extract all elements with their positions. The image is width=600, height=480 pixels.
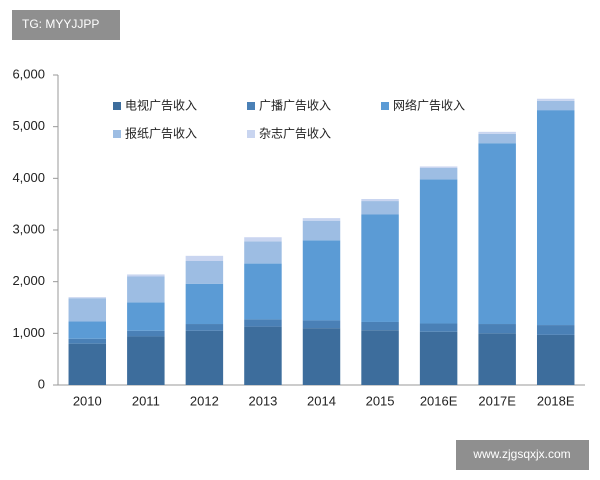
bar-segment [478, 133, 516, 144]
bar-segment [536, 334, 575, 385]
x-tick-label: 2015 [366, 393, 395, 408]
y-tick-label: 6,000 [12, 66, 45, 81]
bar-segment [361, 330, 399, 385]
bar-segment [419, 168, 458, 180]
legend-label: 杂志广告收入 [259, 127, 331, 141]
watermark: TG: MYYJJPP [22, 17, 99, 31]
x-tick-label: 2013 [248, 393, 277, 408]
bar-segment [302, 320, 341, 329]
y-tick-label: 2,000 [12, 273, 45, 288]
y-tick-label: 0 [38, 376, 45, 391]
legend-label: 报纸广告收入 [125, 126, 197, 141]
bar-segment [478, 333, 516, 385]
y-tick-label: 3,000 [12, 221, 45, 236]
bar-segment [185, 255, 224, 261]
bar-segment [185, 261, 224, 284]
y-tick-label: 4,000 [12, 170, 45, 185]
legend-swatch [381, 102, 389, 110]
legend-swatch [113, 130, 121, 138]
y-tick-label: 5,000 [12, 118, 45, 133]
bar-segment [302, 240, 341, 321]
bar-segment [361, 214, 399, 322]
bar-segment [361, 199, 399, 202]
x-tick-label: 2012 [190, 393, 219, 408]
bar-segment [244, 237, 282, 242]
legend-swatch [113, 102, 121, 110]
watermark: www.zjgsqxjx.com [472, 447, 570, 461]
bar-segment [127, 302, 165, 331]
bar-segment [361, 201, 399, 215]
bar-segment [478, 324, 516, 334]
bar-segment [68, 297, 107, 299]
watermark-box [456, 440, 589, 470]
bar-segment [302, 328, 341, 385]
bar-segment [244, 326, 282, 385]
bar-segment [185, 324, 224, 331]
bar-segment [68, 321, 107, 339]
bar-segment [419, 179, 458, 324]
legend-swatch [247, 102, 255, 110]
watermark-box [12, 10, 120, 40]
bar-segment [419, 166, 458, 168]
x-tick-label: 2011 [132, 393, 160, 408]
bar-segment [536, 100, 575, 111]
bar-segment [419, 331, 458, 385]
y-tick-label: 1,000 [12, 325, 45, 340]
bar-segment [127, 274, 165, 277]
bar-segment [68, 338, 107, 344]
bar-segment [68, 298, 107, 322]
bar-segment [127, 276, 165, 303]
bar-segment [244, 263, 282, 320]
bar-segment [302, 218, 341, 221]
bar-segment [127, 336, 165, 385]
x-tick-label: 2014 [307, 393, 336, 408]
bar-segment [127, 330, 165, 337]
x-tick-label: 2017E [478, 393, 516, 408]
x-tick-label: 2016E [420, 393, 458, 408]
bar-segment [302, 220, 341, 241]
bar-segment [536, 98, 575, 101]
bar-segment [185, 330, 224, 385]
legend-label: 网络广告收入 [393, 98, 465, 113]
bar-segment [478, 131, 516, 134]
bar-segment [478, 143, 516, 325]
legend-label: 电视广告收入 [125, 98, 197, 113]
bar-segment [419, 323, 458, 332]
x-tick-label: 2010 [73, 393, 102, 408]
bar-segment [244, 241, 282, 264]
x-tick-label: 2018E [537, 393, 575, 408]
bar-segment [361, 321, 399, 331]
bar-segment [244, 319, 282, 327]
bar-segment [68, 343, 107, 385]
bar-segment [536, 110, 575, 326]
legend-swatch [247, 130, 255, 138]
legend-label: 广播广告收入 [259, 99, 331, 113]
bar-segment [185, 283, 224, 325]
bar-segment [536, 325, 575, 335]
